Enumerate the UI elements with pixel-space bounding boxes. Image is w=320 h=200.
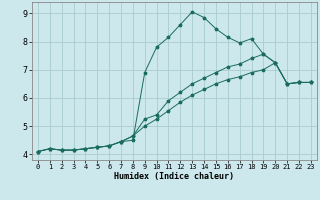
X-axis label: Humidex (Indice chaleur): Humidex (Indice chaleur) (115, 172, 234, 181)
